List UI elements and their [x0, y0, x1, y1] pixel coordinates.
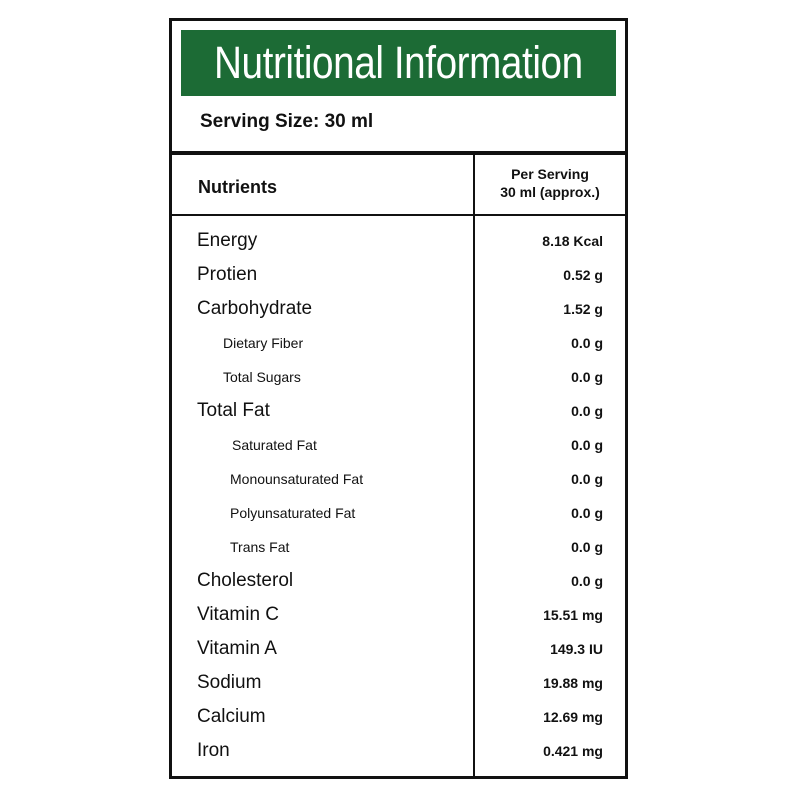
table-row: Cholesterol 0.0 g — [172, 564, 625, 598]
nutrient-name: Saturated Fat — [232, 437, 317, 453]
nutrient-value: 0.0 g — [571, 505, 603, 521]
nutrients-header: Nutrients — [198, 177, 278, 197]
table-row: Energy 8.18 Kcal — [172, 224, 625, 258]
nutrient-name: Monounsaturated Fat — [230, 471, 364, 487]
table-row: Vitamin A 149.3 IU — [172, 632, 625, 666]
per-serving-header: Per Serving 30 ml (approx.) — [475, 165, 625, 201]
nutrient-value: 0.0 g — [571, 335, 603, 351]
nutrient-name: Cholesterol — [197, 570, 294, 591]
nutrient-value: 19.88 mg — [543, 675, 603, 691]
table-row: Total Fat 0.0 g — [172, 394, 625, 428]
table-row: Vitamin C 15.51 mg — [172, 598, 625, 632]
table-row: Calcium 12.69 mg — [172, 700, 625, 734]
nutrient-value: 0.0 g — [571, 403, 603, 419]
nutrient-name: Vitamin A — [197, 638, 277, 659]
table-row: Iron 0.421 mg — [172, 734, 625, 768]
serving-size: Serving Size: 30 ml — [200, 111, 374, 132]
nutrient-name: Protien — [197, 264, 258, 285]
nutrient-value: 0.52 g — [563, 267, 603, 283]
nutrient-name: Trans Fat — [230, 539, 290, 555]
nutrient-value: 12.69 mg — [543, 709, 603, 725]
nutrient-value: 8.18 Kcal — [542, 233, 603, 249]
nutrient-value: 15.51 mg — [543, 607, 603, 623]
per-serving-line2: 30 ml (approx.) — [500, 184, 600, 200]
nutrient-value: 0.0 g — [571, 471, 603, 487]
nutrient-name: Polyunsaturated Fat — [230, 505, 356, 521]
nutrient-value: 0.0 g — [571, 437, 603, 453]
per-serving-line1: Per Serving — [511, 166, 589, 182]
nutrient-name: Sodium — [197, 672, 262, 693]
nutrient-name: Vitamin C — [197, 604, 280, 625]
title-bar: Nutritional Information — [181, 30, 616, 96]
thick-divider — [172, 151, 625, 155]
nutrient-name: Energy — [197, 230, 258, 251]
table-row: Monounsaturated Fat 0.0 g — [172, 462, 625, 496]
table-row: Carbohydrate 1.52 g — [172, 292, 625, 326]
nutrient-value: 1.52 g — [563, 301, 603, 317]
table-row: Total Sugars 0.0 g — [172, 360, 625, 394]
nutrient-name: Iron — [197, 740, 230, 761]
nutrient-name: Total Fat — [197, 400, 270, 421]
table-row: Polyunsaturated Fat 0.0 g — [172, 496, 625, 530]
nutrition-label: Nutritional Information Serving Size: 30… — [169, 18, 628, 779]
nutrient-name: Dietary Fiber — [223, 335, 304, 351]
column-divider — [473, 155, 475, 779]
nutrient-rows: Energy 8.18 Kcal Protien 0.52 g Carbohyd… — [172, 224, 625, 768]
table-row: Trans Fat 0.0 g — [172, 530, 625, 564]
nutrient-name: Total Sugars — [223, 369, 301, 385]
nutrient-name: Carbohydrate — [197, 298, 313, 319]
nutrient-value: 0.0 g — [571, 573, 603, 589]
nutrient-value: 0.0 g — [571, 539, 603, 555]
header-divider — [172, 214, 625, 216]
label-title: Nutritional Information — [214, 37, 583, 88]
nutrient-value: 0.0 g — [571, 369, 603, 385]
nutrient-value: 149.3 IU — [550, 641, 603, 657]
nutrient-value: 0.421 mg — [543, 743, 603, 759]
nutrient-name: Calcium — [197, 706, 266, 727]
table-row: Protien 0.52 g — [172, 258, 625, 292]
table-row: Saturated Fat 0.0 g — [172, 428, 625, 462]
table-row: Dietary Fiber 0.0 g — [172, 326, 625, 360]
table-row: Sodium 19.88 mg — [172, 666, 625, 700]
